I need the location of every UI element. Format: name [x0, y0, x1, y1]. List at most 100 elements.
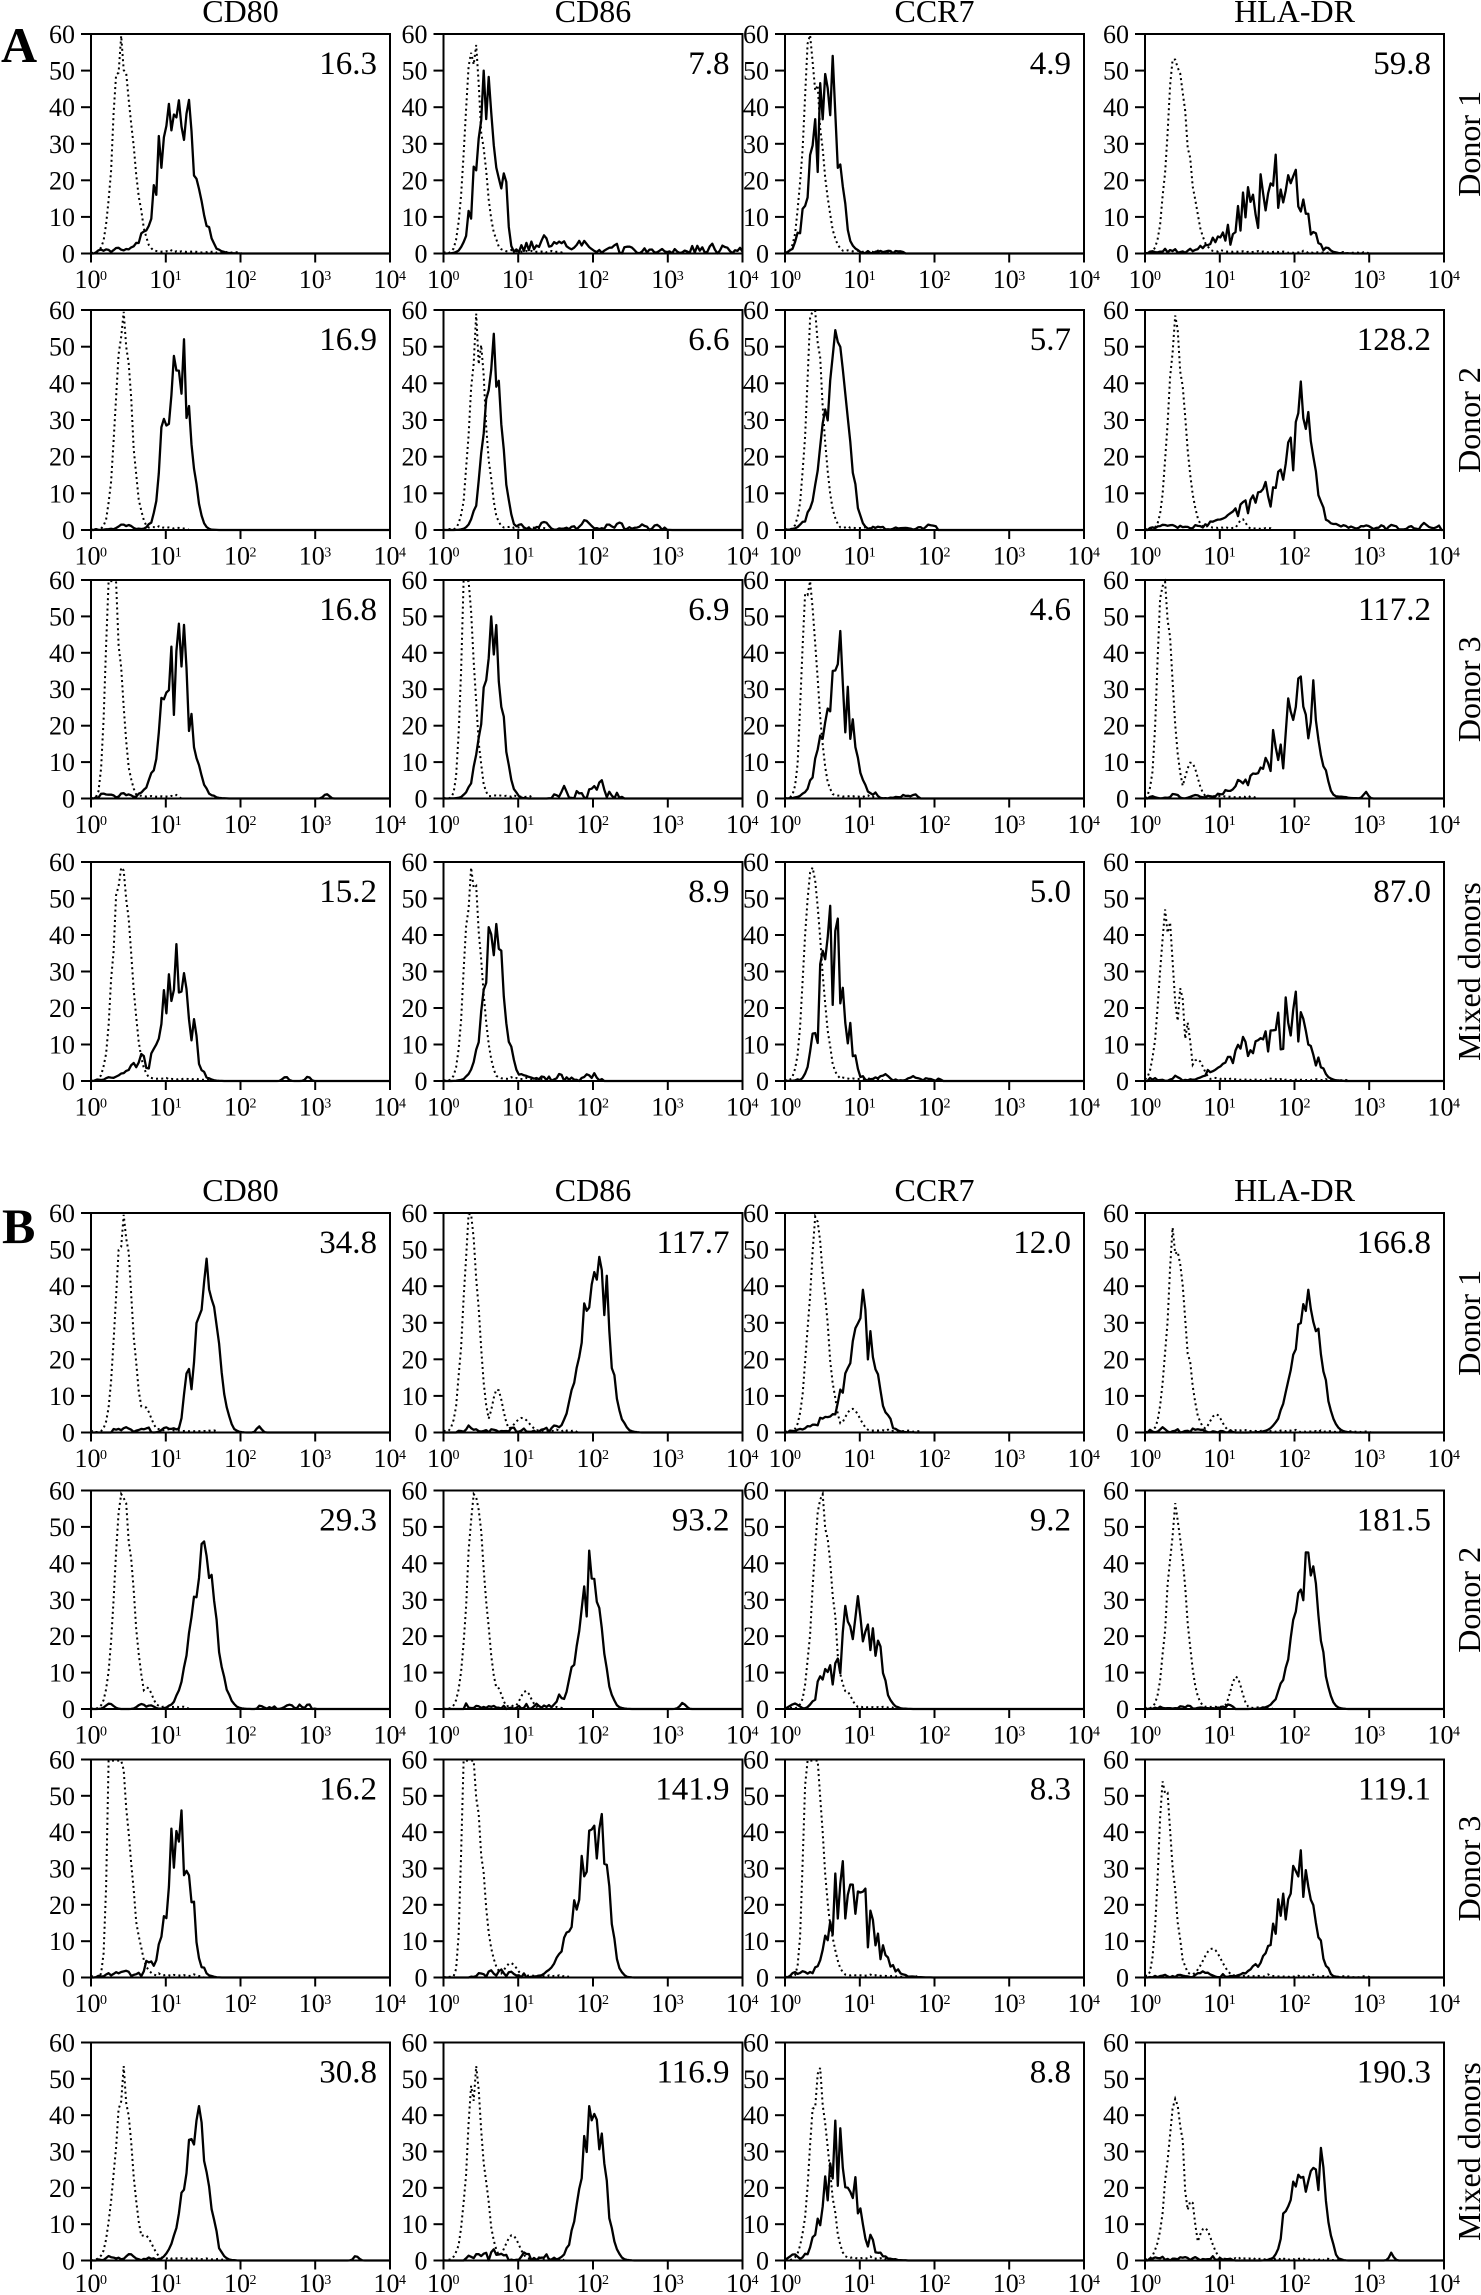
svg-text:60: 60	[49, 1477, 75, 1506]
svg-text:HLA-DR: HLA-DR	[1234, 1172, 1356, 1208]
svg-text:3: 3	[324, 2273, 331, 2288]
svg-text:10: 10	[1353, 810, 1379, 839]
svg-text:20: 20	[743, 712, 769, 741]
svg-text:10: 10	[1353, 1444, 1379, 1473]
svg-text:10: 10	[402, 748, 428, 777]
svg-text:CD80: CD80	[202, 0, 278, 29]
svg-text:0: 0	[100, 814, 107, 829]
svg-text:20: 20	[49, 1891, 75, 1920]
svg-text:60: 60	[402, 1477, 428, 1506]
svg-text:40: 40	[402, 1549, 428, 1578]
svg-text:50: 50	[402, 1782, 428, 1811]
svg-text:10: 10	[49, 203, 75, 232]
svg-text:0: 0	[453, 546, 460, 561]
svg-text:40: 40	[49, 1272, 75, 1301]
svg-text:10: 10	[651, 1093, 677, 1122]
svg-text:4: 4	[752, 1097, 759, 1112]
svg-text:3: 3	[1378, 1993, 1385, 2008]
svg-text:20: 20	[402, 1891, 428, 1920]
svg-text:40: 40	[1103, 639, 1129, 668]
svg-text:50: 50	[743, 2065, 769, 2094]
svg-text:10: 10	[502, 2269, 528, 2295]
svg-text:10: 10	[769, 1721, 795, 1750]
svg-text:3: 3	[677, 546, 684, 561]
svg-text:20: 20	[743, 994, 769, 1023]
svg-text:10: 10	[224, 1444, 250, 1473]
svg-text:10: 10	[726, 265, 752, 294]
svg-text:30: 30	[49, 1855, 75, 1884]
svg-text:10: 10	[224, 2269, 250, 2295]
svg-text:10: 10	[1103, 1382, 1129, 1411]
svg-text:10: 10	[224, 810, 250, 839]
svg-text:60: 60	[402, 2029, 428, 2058]
svg-text:0: 0	[100, 2273, 107, 2288]
svg-text:1: 1	[869, 546, 876, 561]
svg-text:20: 20	[743, 1891, 769, 1920]
svg-text:20: 20	[1103, 1622, 1129, 1651]
svg-text:10: 10	[726, 1444, 752, 1473]
svg-text:0: 0	[1154, 546, 1161, 561]
svg-text:6.6: 6.6	[688, 322, 729, 358]
svg-text:8.9: 8.9	[688, 874, 729, 910]
svg-text:0: 0	[1116, 1695, 1129, 1724]
svg-text:10: 10	[726, 1093, 752, 1122]
svg-text:128.2: 128.2	[1357, 322, 1431, 358]
svg-text:4: 4	[1093, 814, 1100, 829]
svg-text:60: 60	[402, 848, 428, 877]
svg-text:10: 10	[1428, 1444, 1454, 1473]
svg-text:10: 10	[993, 1444, 1019, 1473]
svg-text:CCR7: CCR7	[894, 1172, 974, 1208]
svg-text:10: 10	[651, 1989, 677, 2018]
svg-text:3: 3	[324, 546, 331, 561]
svg-text:0: 0	[794, 1725, 801, 1740]
svg-text:Mixed donors: Mixed donors	[1451, 882, 1481, 1061]
svg-text:50: 50	[402, 602, 428, 631]
svg-text:10: 10	[402, 479, 428, 508]
svg-text:12.0: 12.0	[1013, 1225, 1071, 1261]
svg-text:30: 30	[49, 958, 75, 987]
svg-text:93.2: 93.2	[672, 1503, 730, 1539]
svg-text:2: 2	[250, 269, 257, 284]
svg-text:50: 50	[49, 1236, 75, 1265]
svg-text:0: 0	[453, 814, 460, 829]
svg-text:10: 10	[1103, 1927, 1129, 1956]
svg-text:10: 10	[918, 1093, 944, 1122]
svg-text:8.3: 8.3	[1030, 1772, 1071, 1808]
svg-text:1: 1	[175, 814, 182, 829]
svg-text:10: 10	[75, 1444, 101, 1473]
svg-text:181.5: 181.5	[1357, 1503, 1431, 1539]
svg-text:2: 2	[944, 1097, 951, 1112]
svg-text:10: 10	[1129, 542, 1155, 571]
svg-text:10: 10	[427, 810, 453, 839]
svg-text:HLA-DR: HLA-DR	[1234, 0, 1356, 29]
svg-text:2: 2	[944, 1448, 951, 1463]
svg-text:10: 10	[374, 1721, 400, 1750]
svg-text:116.9: 116.9	[656, 2055, 729, 2091]
svg-text:1: 1	[869, 1725, 876, 1740]
svg-text:1: 1	[1229, 269, 1236, 284]
svg-text:10: 10	[726, 1721, 752, 1750]
svg-text:40: 40	[743, 639, 769, 668]
svg-text:0: 0	[756, 1419, 769, 1448]
svg-text:10: 10	[726, 542, 752, 571]
svg-text:1: 1	[527, 1725, 534, 1740]
svg-text:10: 10	[402, 1382, 428, 1411]
svg-text:30: 30	[1103, 1309, 1129, 1338]
svg-text:119.1: 119.1	[1358, 1772, 1431, 1808]
svg-text:60: 60	[743, 1477, 769, 1506]
svg-text:Donor 3: Donor 3	[1451, 1816, 1481, 1922]
svg-text:60: 60	[49, 2029, 75, 2058]
svg-text:40: 40	[402, 639, 428, 668]
svg-text:1: 1	[527, 269, 534, 284]
svg-text:50: 50	[743, 1782, 769, 1811]
svg-text:CCR7: CCR7	[894, 0, 974, 29]
svg-text:0: 0	[100, 1725, 107, 1740]
svg-text:60: 60	[1103, 848, 1129, 877]
svg-text:10: 10	[1129, 1093, 1155, 1122]
svg-text:40: 40	[402, 93, 428, 122]
svg-text:10: 10	[577, 265, 603, 294]
svg-text:3: 3	[1378, 2273, 1385, 2288]
svg-text:34.8: 34.8	[319, 1225, 377, 1261]
svg-text:10: 10	[1353, 1093, 1379, 1122]
svg-text:50: 50	[1103, 885, 1129, 914]
